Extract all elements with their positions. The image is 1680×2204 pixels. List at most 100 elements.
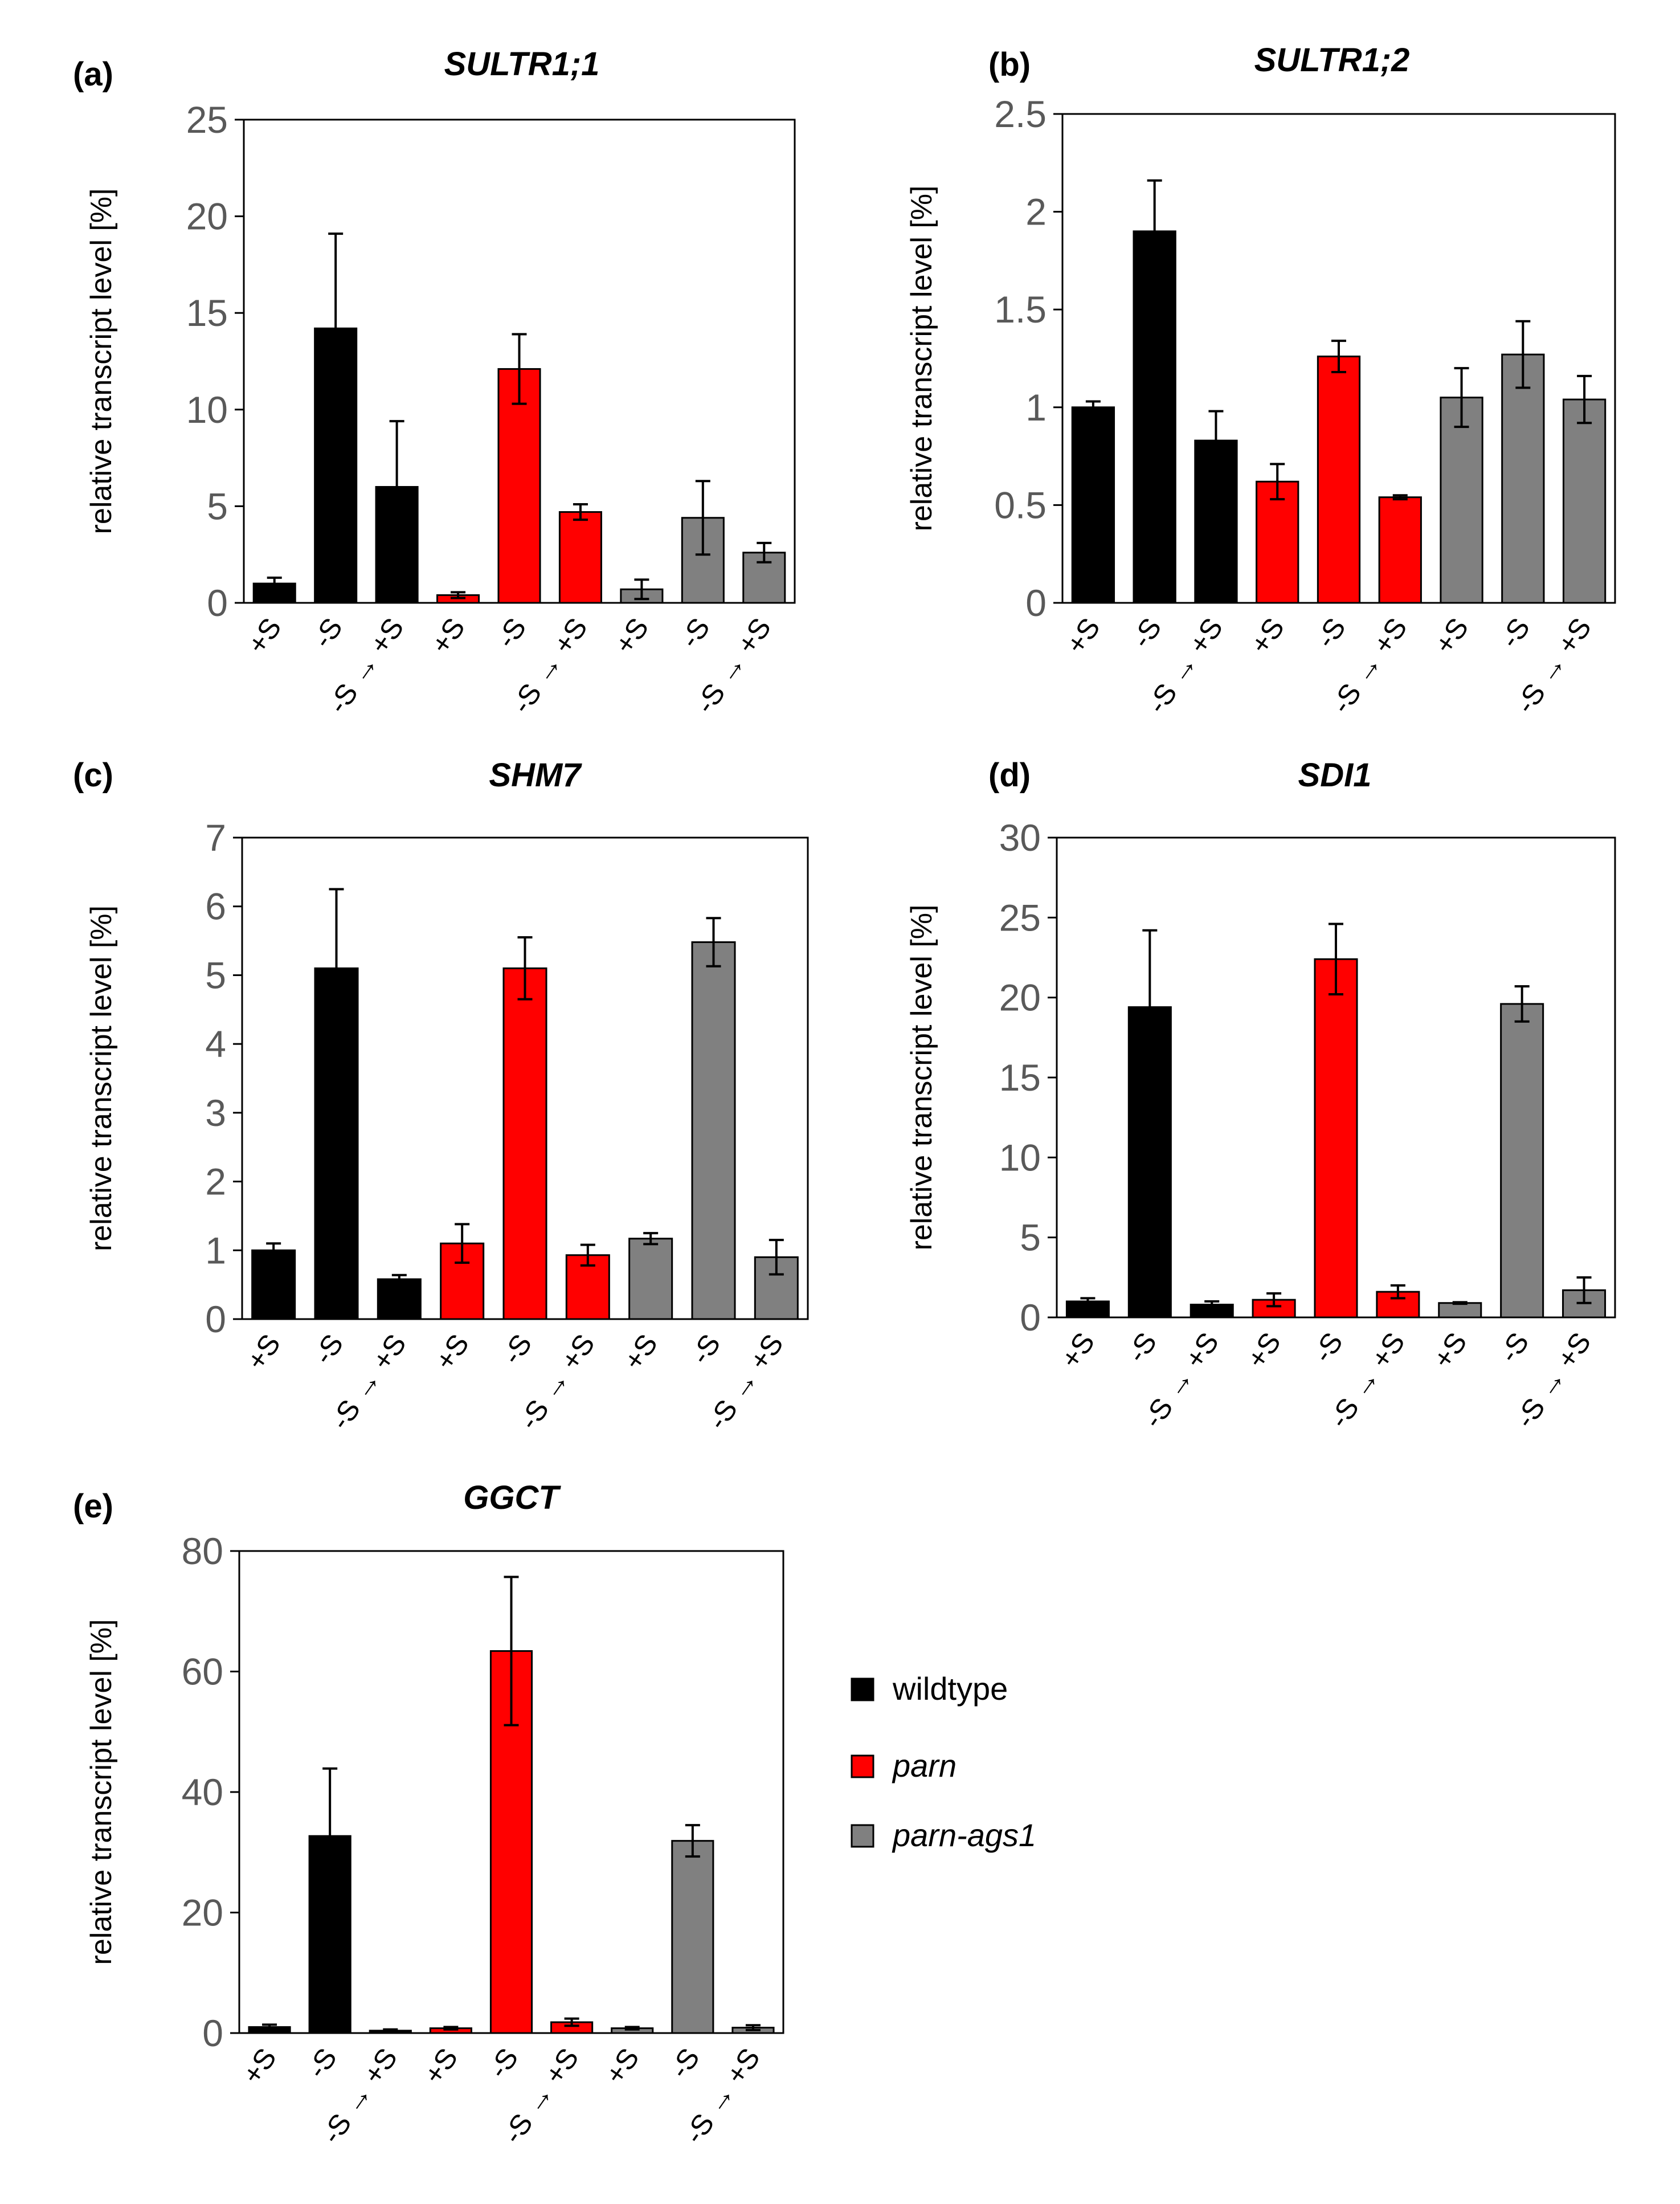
bar [1500,1003,1544,1319]
chart-panel-b: (b) SULTR1;2 0 0.5 1 1.5 2 2.5 relative transcri… [905,42,1616,719]
bar [251,1249,296,1320]
y-tick-label: 10 [186,389,228,431]
y-tick-label: 5 [1020,1217,1041,1259]
y-tick-label: 1 [205,1229,226,1271]
bar [671,1840,714,2034]
y-tick-label: 30 [999,817,1041,859]
y-tick-label: 2 [1025,191,1047,233]
legend-swatch [851,1754,874,1778]
x-tick-label: -S [1494,612,1536,654]
legend-label: parn-ags1 [892,1817,1036,1853]
x-tick-label: +S [599,2042,645,2089]
panel-title: SDI1 [1298,757,1372,794]
y-tick-label: 2 [205,1161,226,1203]
chart-panel-d: (d) SDI1 0 5 10 15 20 25 30 relative transcript l… [905,757,1616,1434]
y-axis-label: relative transcript level [%] [85,1619,118,1965]
y-tick-label: 40 [182,1771,223,1813]
bar [691,941,736,1320]
x-tick-label: -S [306,612,349,654]
panel-letter: (a) [73,56,113,93]
panel-title: SULTR1;1 [444,46,600,83]
y-tick-label: 0 [207,582,228,624]
bar [1438,1302,1482,1319]
y-tick-label: 10 [999,1136,1041,1178]
x-tick-label: -S [684,1328,727,1370]
y-tick-label: 20 [999,977,1041,1019]
x-tick-label: +S [608,612,655,659]
bar [1501,353,1545,604]
x-tick-label: -S [301,2042,344,2084]
legend: wildtype parn parn-ags1 [851,1671,1036,1853]
x-tick-label: +S [1244,612,1290,659]
legend-label: parn [892,1748,957,1783]
legend-label: wildtype [892,1671,1008,1707]
x-tick-label: +S [241,612,288,659]
x-tick-label: +S [418,2042,464,2089]
y-tick-label: 5 [207,485,228,527]
y-tick-label: 25 [186,99,228,141]
plot-frame [243,119,796,604]
x-tick-label: -S [1125,612,1168,654]
y-tick-label: 25 [999,896,1041,938]
panel-title: SHM7 [489,757,582,794]
y-tick-label: 1 [1025,386,1047,428]
x-tick-label: +S [428,1328,475,1376]
chart-panel-e: (e) GGCT 0 20 40 60 80 relative transcript leve… [73,1479,784,2149]
x-tick-label: +S [617,1328,664,1376]
x-tick-label: -S [1306,1327,1349,1368]
y-tick-label: 15 [999,1056,1041,1099]
x-tick-label: -S [663,2042,706,2084]
bar [1562,398,1607,604]
chart-panel-c: (c) SHM7 0 1 2 3 4 5 6 7 relative transcript level… [73,757,809,1435]
x-tick-label: +S [1240,1327,1287,1374]
y-tick-label: 15 [186,292,228,334]
plot-frame [241,836,809,1320]
y-tick-label: 3 [205,1092,226,1134]
y-tick-label: 80 [182,1530,223,1572]
y-tick-label: 0 [1025,582,1047,624]
y-tick-label: 4 [205,1023,226,1065]
legend-swatch [851,1824,874,1848]
y-axis-label: relative transcript level [%] [905,905,938,1251]
y-tick-label: 6 [205,885,226,928]
panel-letter: (d) [988,757,1031,794]
bar [1440,397,1483,604]
x-tick-label: -S [496,1328,538,1370]
y-tick-label: 20 [186,195,228,238]
y-tick-label: 0.5 [994,484,1047,526]
x-tick-label: -S [673,612,716,654]
bar [377,1278,422,1320]
x-tick-label: -S [482,2042,525,2084]
x-tick-label: -S [1309,612,1352,654]
x-tick-label: -S [1493,1327,1535,1368]
x-tick-label: -S [1121,1327,1163,1368]
x-tick-label: +S [1054,1327,1101,1374]
x-tick-label: +S [1428,612,1475,659]
y-axis-label: relative transcript level [%] [85,189,118,534]
bar [558,511,602,604]
plot-frame [1061,113,1616,604]
panel-title: GGCT [463,1479,561,1516]
x-tick-label: +S [424,612,471,659]
bar [1317,356,1361,604]
panel-title: SULTR1;2 [1254,42,1410,79]
panel-letter: (b) [988,46,1031,83]
bar [628,1238,673,1320]
x-tick-label: +S [1426,1327,1473,1374]
y-tick-label: 0 [205,1298,226,1340]
x-tick-label: +S [240,1328,287,1376]
legend-swatch [851,1678,874,1701]
y-tick-label: 5 [205,954,226,996]
bar [502,967,547,1320]
x-tick-label: +S [236,2042,283,2089]
panel-letter: (e) [73,1488,113,1525]
bar [1314,958,1358,1319]
bar [1071,406,1115,604]
chart-panel-a: (a) SULTR1;1 0 5 10 15 20 25 relative transcript… [73,46,796,719]
y-tick-label: 1.5 [994,288,1047,330]
panel-letter: (c) [73,757,113,794]
y-tick-label: 60 [182,1651,223,1693]
y-axis-label: relative transcript level [%] [905,186,938,532]
plot-frame [238,1550,784,2034]
